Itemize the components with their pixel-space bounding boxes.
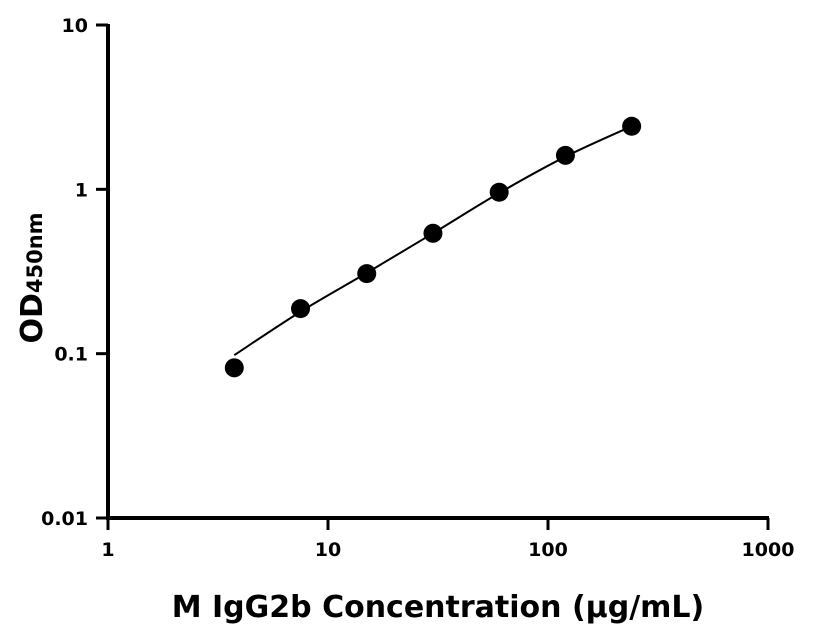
data-point bbox=[489, 182, 509, 202]
y-axis-label-sub: 450nm bbox=[23, 212, 47, 293]
data-point bbox=[622, 116, 642, 136]
y-tick-label: 10 bbox=[62, 15, 88, 37]
data-point bbox=[555, 145, 575, 165]
x-tick-label: 100 bbox=[528, 539, 568, 561]
data-point bbox=[291, 299, 311, 319]
data-points bbox=[224, 116, 642, 378]
data-point bbox=[423, 223, 443, 243]
x-tick-label: 1000 bbox=[742, 539, 795, 561]
data-point bbox=[357, 264, 377, 284]
x-tick-label: 1 bbox=[101, 539, 114, 561]
axes: 1 10 100 1000 0.01 0.1 1 10 bbox=[41, 15, 794, 561]
y-tick-label: 0.1 bbox=[54, 344, 88, 366]
y-axis-label-main: OD bbox=[15, 293, 50, 343]
x-tick-label: 10 bbox=[315, 539, 341, 561]
y-axis-label: OD450nm bbox=[15, 212, 50, 343]
data-point bbox=[224, 358, 244, 378]
y-tick-label: 1 bbox=[75, 179, 88, 201]
x-axis-label: M IgG2b Concentration (µg/mL) bbox=[172, 590, 705, 625]
y-tick-label: 0.01 bbox=[41, 508, 88, 530]
